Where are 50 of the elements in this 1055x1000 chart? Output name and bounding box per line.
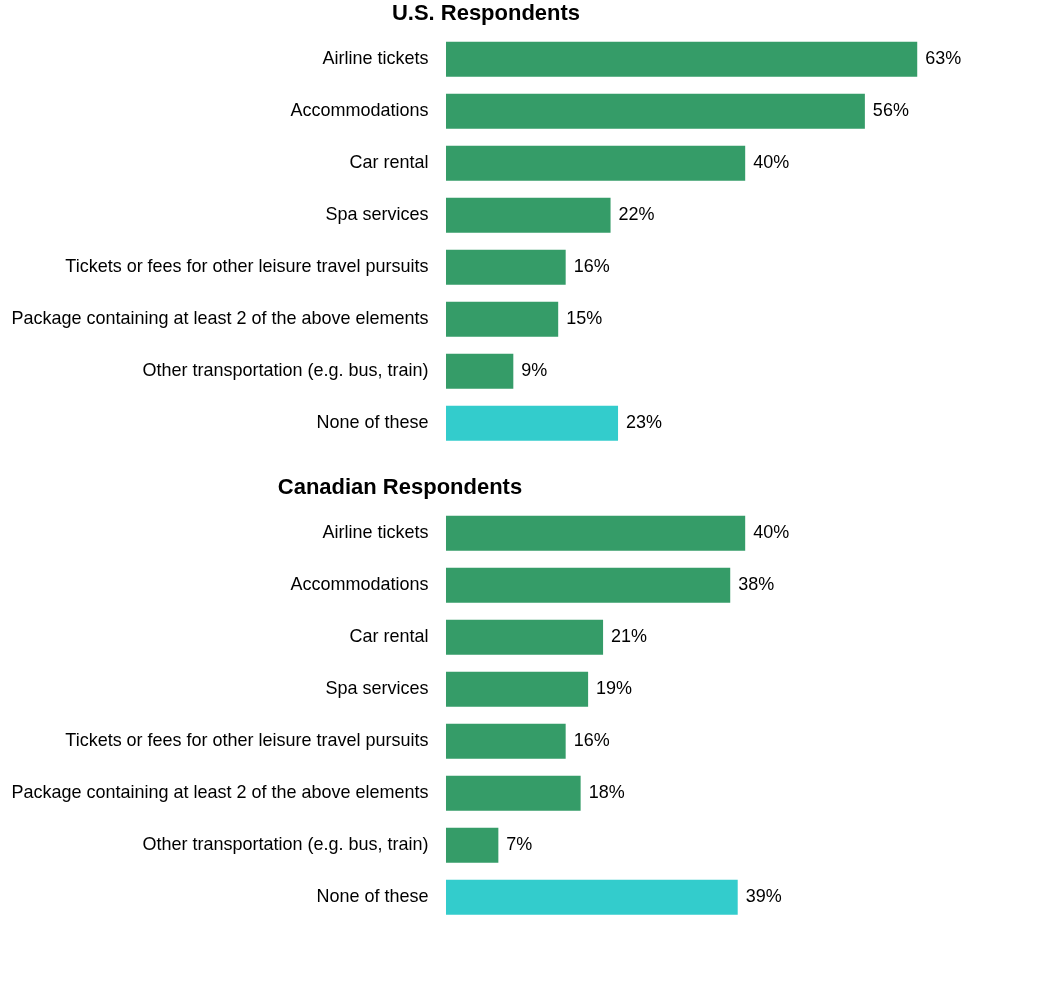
bar bbox=[445, 671, 589, 707]
data-label: 40% bbox=[753, 521, 790, 542]
data-label: 63% bbox=[925, 48, 962, 69]
y-tick-label: Other transportation (e.g. bus, train) bbox=[142, 833, 429, 854]
y-tick-label: Airline tickets bbox=[322, 48, 429, 69]
bar bbox=[446, 249, 566, 285]
bar bbox=[445, 619, 604, 655]
data-label: 22% bbox=[618, 204, 655, 225]
y-tick-label: Other transportation (e.g. bus, train) bbox=[142, 360, 429, 381]
bar bbox=[445, 879, 738, 915]
data-label: 39% bbox=[745, 885, 782, 906]
data-label: 38% bbox=[738, 573, 775, 594]
chart-title: U.S. Respondents bbox=[391, 0, 581, 25]
y-tick-label: Accommodations bbox=[290, 573, 429, 594]
data-label: 40% bbox=[753, 152, 790, 173]
y-tick-label: None of these bbox=[316, 885, 429, 906]
data-label: 16% bbox=[573, 256, 610, 277]
y-tick-label: Spa services bbox=[325, 204, 429, 225]
data-label: 18% bbox=[588, 781, 625, 802]
y-tick-label: Package containing at least 2 of the above elements bbox=[11, 308, 429, 329]
y-tick-label: Car rental bbox=[349, 625, 429, 646]
bar bbox=[445, 515, 746, 551]
y-tick-label: Tickets or fees for other leisure travel pursuits bbox=[65, 256, 429, 277]
y-tick-label: Airline tickets bbox=[322, 521, 429, 542]
y-tick-label: Accommodations bbox=[290, 100, 429, 121]
data-label: 23% bbox=[626, 412, 663, 433]
data-label: 15% bbox=[566, 308, 603, 329]
bar bbox=[446, 405, 619, 441]
chart-title: Canadian Respondents bbox=[277, 473, 523, 499]
data-label: 19% bbox=[596, 677, 633, 698]
bar bbox=[445, 827, 499, 863]
data-label: 9% bbox=[521, 360, 548, 381]
bar bbox=[445, 723, 566, 759]
data-label: 7% bbox=[506, 833, 533, 854]
data-label: 16% bbox=[573, 729, 610, 750]
y-tick-label: Package containing at least 2 of the above elements bbox=[11, 781, 429, 802]
bar bbox=[446, 353, 514, 389]
y-tick-label: Tickets or fees for other leisure travel pursuits bbox=[65, 729, 429, 750]
y-tick-label: Spa services bbox=[325, 677, 429, 698]
bar bbox=[446, 93, 865, 129]
bar bbox=[445, 775, 581, 811]
y-tick-label: Car rental bbox=[349, 152, 429, 173]
bar bbox=[446, 41, 918, 77]
bar bbox=[446, 145, 746, 181]
bar bbox=[446, 301, 559, 337]
data-label: 56% bbox=[872, 100, 909, 121]
y-tick-label: None of these bbox=[316, 412, 429, 433]
bar bbox=[445, 567, 731, 603]
data-label: 21% bbox=[611, 625, 648, 646]
bar bbox=[446, 197, 611, 233]
